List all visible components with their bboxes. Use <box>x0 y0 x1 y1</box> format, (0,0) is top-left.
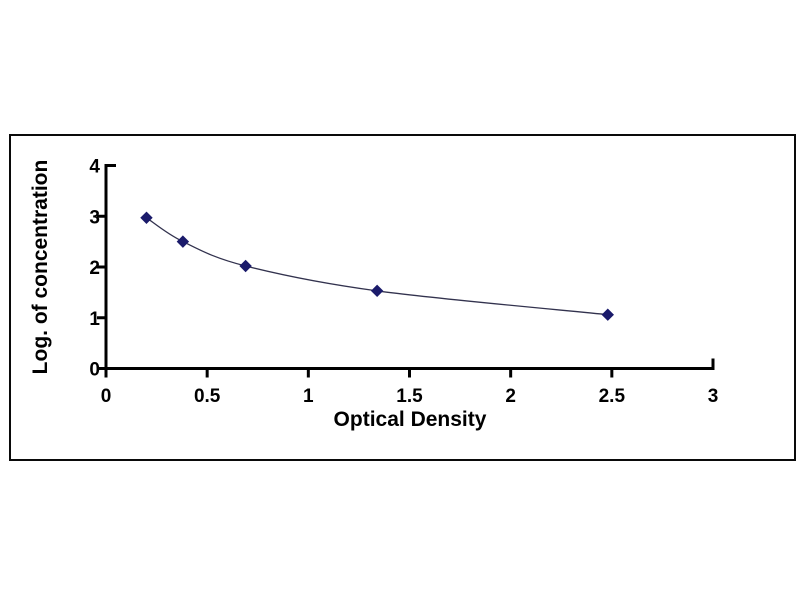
y-tick-label: 0 <box>89 360 100 381</box>
x-tick-label: 1 <box>303 386 314 407</box>
chart-frame <box>9 134 796 461</box>
data-point-marker <box>176 235 190 248</box>
y-tick-label: 4 <box>89 157 100 178</box>
series-line <box>146 217 608 316</box>
x-tick-label: 0.5 <box>194 386 221 407</box>
x-tick-label: 1.5 <box>396 386 423 407</box>
data-point-marker <box>370 284 384 298</box>
data-point-marker <box>239 259 252 273</box>
x-tick-label: 3 <box>708 386 719 407</box>
data-point-marker <box>601 308 614 321</box>
data-point-marker <box>140 211 153 224</box>
x-tick-label: 2.5 <box>599 386 626 407</box>
y-tick-label: 3 <box>89 207 100 228</box>
x-axis-title: Optical Density <box>333 408 487 431</box>
x-tick-label: 0 <box>101 386 112 407</box>
y-axis-title: Log. of concentration <box>29 159 52 375</box>
y-tick-label: 1 <box>89 309 100 330</box>
x-tick-label: 2 <box>505 386 516 407</box>
y-tick-label: 2 <box>89 258 100 279</box>
